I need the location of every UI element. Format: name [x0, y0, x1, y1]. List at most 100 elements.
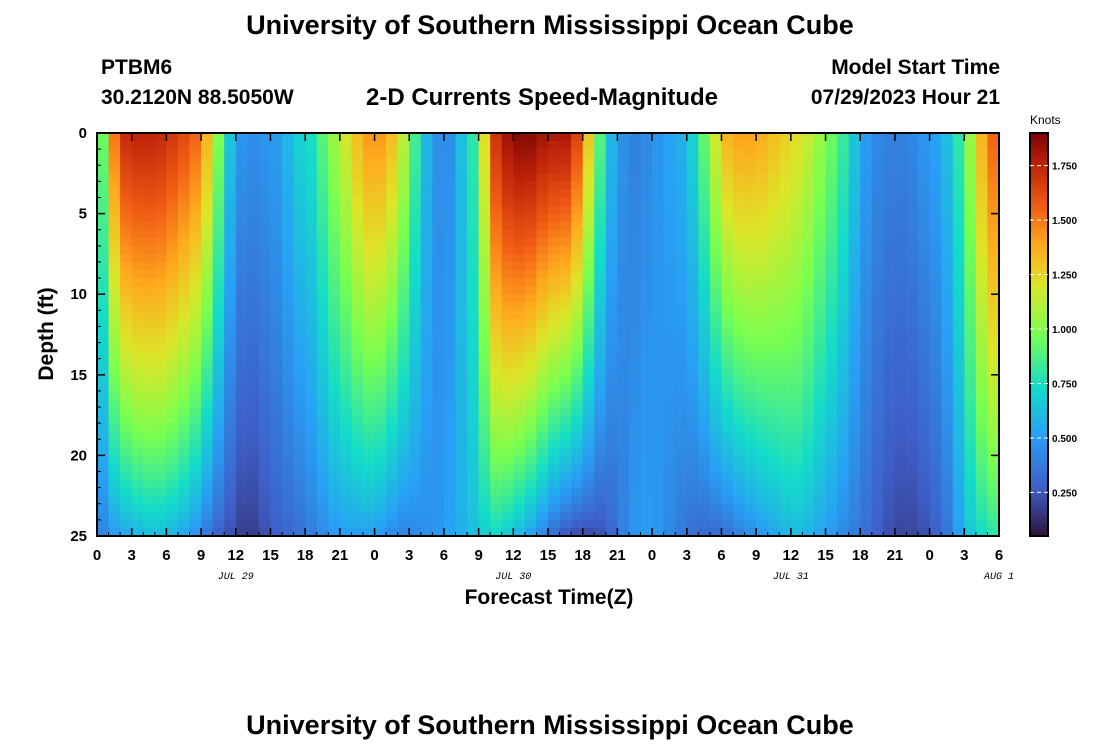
- heatmap-cell: [582, 431, 595, 440]
- heatmap-cell: [686, 390, 699, 400]
- heatmap-cell: [409, 407, 422, 416]
- heatmap-cell: [975, 302, 989, 311]
- heatmap-cell: [409, 157, 422, 166]
- heatmap-cell: [305, 479, 318, 489]
- heatmap-cell: [282, 302, 295, 311]
- heatmap-cell: [790, 326, 804, 336]
- heatmap-cell: [397, 318, 410, 328]
- heatmap-cell: [790, 519, 804, 529]
- heatmap-cell: [490, 471, 503, 481]
- heatmap-cell: [362, 149, 376, 158]
- heatmap-cell: [143, 431, 156, 440]
- heatmap-cell: [686, 286, 699, 295]
- heatmap-cell: [744, 398, 757, 408]
- heatmap-cell: [605, 503, 618, 513]
- heatmap-cell: [235, 229, 248, 239]
- heatmap-cell: [351, 149, 364, 158]
- heatmap-cell: [177, 189, 191, 199]
- heatmap-cell: [987, 495, 1000, 505]
- heatmap-cell: [120, 407, 133, 416]
- heatmap-cell: [432, 181, 445, 191]
- heatmap-cell: [316, 286, 329, 295]
- heatmap-cell: [918, 350, 931, 360]
- heatmap-cell: [212, 407, 225, 416]
- heatmap-cell: [201, 447, 214, 456]
- heatmap-cell: [571, 447, 584, 456]
- heatmap-cell: [767, 342, 780, 352]
- heatmap-cell: [559, 133, 572, 142]
- heatmap-cell: [293, 358, 306, 368]
- heatmap-cell: [744, 382, 757, 392]
- heatmap-cell: [663, 334, 676, 344]
- heatmap-cell: [177, 471, 191, 481]
- heatmap-cell: [420, 189, 433, 199]
- heatmap-cell: [709, 358, 723, 368]
- heatmap-cell: [918, 423, 931, 432]
- heatmap-cell: [201, 350, 214, 360]
- heatmap-cell: [513, 165, 526, 174]
- heatmap-cell: [640, 197, 653, 207]
- heatmap-cell: [929, 133, 942, 142]
- heatmap-cell: [640, 189, 653, 199]
- heatmap-cell: [478, 423, 491, 432]
- heatmap-cell: [143, 133, 156, 142]
- heatmap-cell: [837, 334, 850, 344]
- heatmap-cell: [756, 390, 769, 400]
- heatmap-cell: [837, 407, 850, 416]
- heatmap-cell: [420, 173, 433, 182]
- heatmap-cell: [328, 310, 341, 319]
- heatmap-cell: [594, 213, 607, 223]
- heatmap-cell: [328, 374, 341, 384]
- heatmap-cell: [941, 173, 954, 182]
- heatmap-cell: [975, 455, 989, 465]
- heatmap-cell: [686, 165, 699, 174]
- heatmap-cell: [825, 286, 838, 295]
- heatmap-cell: [941, 149, 954, 158]
- heatmap-cell: [721, 157, 734, 166]
- heatmap-cell: [767, 358, 780, 368]
- heatmap-cell: [351, 253, 364, 263]
- heatmap-cell: [108, 173, 121, 182]
- heatmap-cell: [189, 447, 202, 456]
- heatmap-cell: [825, 253, 838, 263]
- heatmap-cell: [929, 197, 942, 207]
- x-tick-label: 18: [574, 547, 591, 564]
- heatmap-cell: [536, 189, 549, 199]
- heatmap-cell: [536, 229, 549, 239]
- heatmap-cell: [478, 463, 491, 473]
- heatmap-cell: [894, 503, 908, 513]
- heatmap-cell: [571, 423, 584, 432]
- heatmap-cell: [305, 165, 318, 174]
- heatmap-cell: [860, 261, 873, 271]
- heatmap-cell: [455, 133, 468, 142]
- heatmap-cell: [640, 398, 653, 408]
- heatmap-cell: [605, 415, 618, 424]
- heatmap-cell: [536, 221, 549, 231]
- heatmap-cell: [455, 415, 468, 424]
- heatmap-cell: [860, 133, 873, 142]
- heatmap-cell: [883, 245, 896, 255]
- heatmap-cell: [386, 463, 399, 473]
- heatmap-cell: [964, 173, 977, 182]
- heatmap-cell: [397, 487, 410, 497]
- heatmap-cell: [837, 350, 850, 360]
- heatmap-cell: [548, 149, 561, 158]
- heatmap-cell: [293, 439, 306, 448]
- heatmap-cell: [443, 221, 457, 231]
- heatmap-cell: [594, 245, 607, 255]
- heatmap-cell: [894, 423, 908, 432]
- heatmap-cell: [97, 197, 110, 207]
- heatmap-cell: [177, 205, 191, 215]
- heatmap-cell: [640, 302, 653, 311]
- heatmap-cell: [790, 173, 804, 182]
- heatmap-cell: [790, 334, 804, 344]
- heatmap-cell: [617, 205, 630, 215]
- heatmap-cell: [351, 439, 364, 448]
- heatmap-cell: [964, 165, 977, 174]
- heatmap-cell: [617, 245, 630, 255]
- heatmap-cell: [224, 439, 237, 448]
- heatmap-cell: [652, 463, 665, 473]
- x-axis-title: Forecast Time(Z): [465, 586, 634, 609]
- heatmap-cell: [709, 165, 723, 174]
- heatmap-cell: [351, 165, 364, 174]
